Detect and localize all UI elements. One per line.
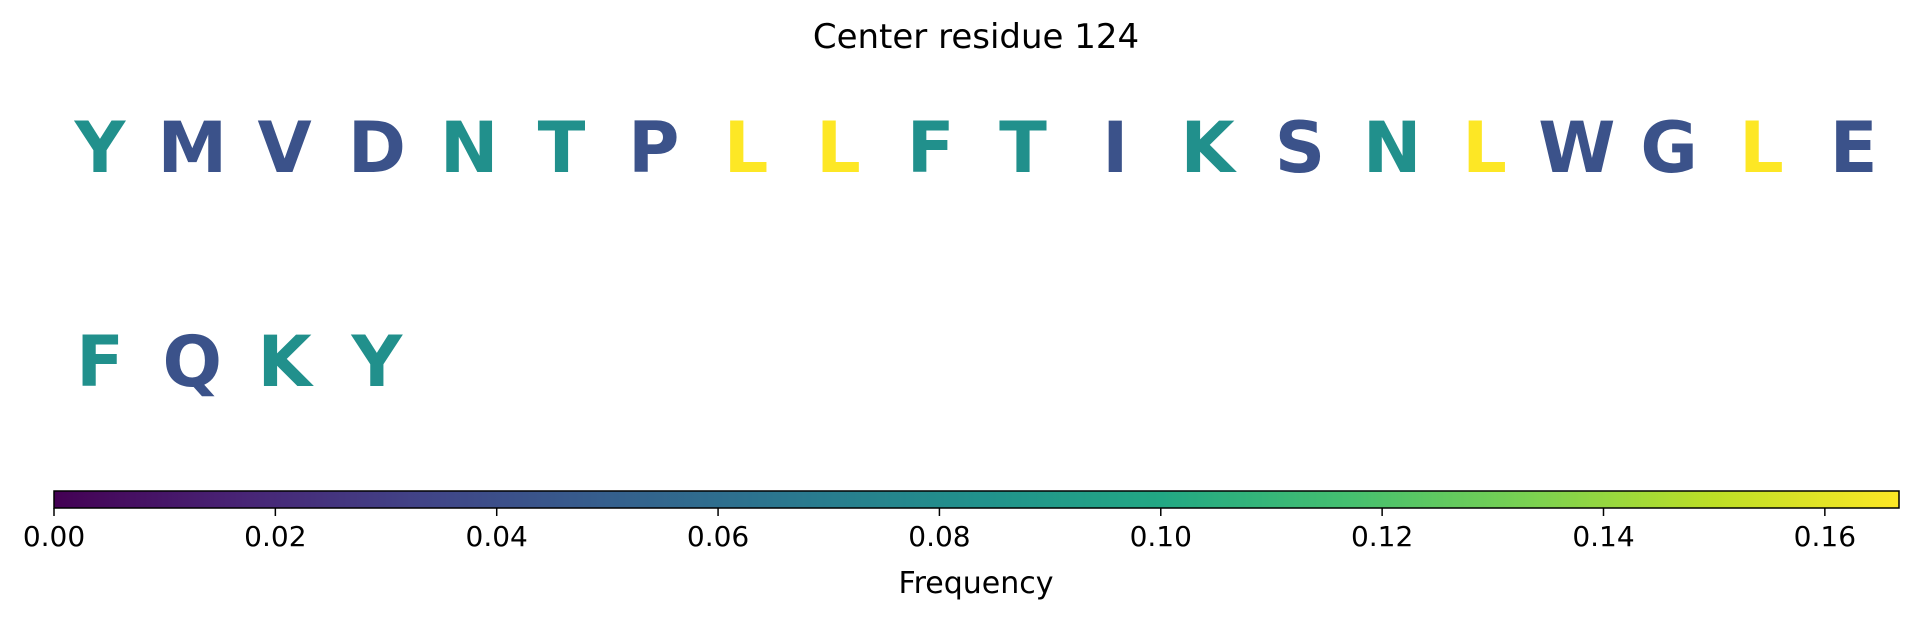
residue-letter: N xyxy=(1363,107,1422,189)
colorbar-tick-label: 0.02 xyxy=(244,520,306,553)
colorbar-tick-label: 0.00 xyxy=(23,520,85,553)
residue-letter: W xyxy=(1538,107,1615,189)
residue-letter: G xyxy=(1640,107,1697,189)
residue-letter: F xyxy=(907,107,955,189)
colorbar-ticks: 0.00 0.02 0.04 0.06 0.08 0.10 0.12 0.14 0.16 xyxy=(23,508,1856,553)
residue-letter: T xyxy=(999,107,1047,189)
residue-letter: L xyxy=(724,107,769,189)
colorbar-tick-label: 0.04 xyxy=(466,520,528,553)
colorbar-tick-label: 0.16 xyxy=(1794,520,1856,553)
residue-letter: V xyxy=(258,107,312,189)
colorbar-tick-label: 0.10 xyxy=(1130,520,1192,553)
residue-letter: L xyxy=(1739,107,1784,189)
residue-letter: N xyxy=(440,107,499,189)
colorbar-tick-label: 0.08 xyxy=(908,520,970,553)
colorbar-tick-label: 0.14 xyxy=(1572,520,1634,553)
residue-letter: L xyxy=(1462,107,1507,189)
colorbar-label: Frequency xyxy=(899,566,1054,601)
residue-letter: D xyxy=(348,107,406,189)
residue-letter: M xyxy=(157,107,227,189)
chart-title: Center residue 124 xyxy=(813,17,1139,57)
residue-letter: Y xyxy=(74,107,127,189)
residue-letter: I xyxy=(1102,107,1128,189)
colorbar-tick-label: 0.12 xyxy=(1351,520,1413,553)
residue-letter: L xyxy=(816,107,861,189)
residue-letter: K xyxy=(257,321,314,403)
residue-letter: E xyxy=(1830,107,1878,189)
residue-letter: Q xyxy=(163,321,223,403)
residue-letter: Y xyxy=(351,321,404,403)
colorbar xyxy=(53,490,1900,509)
residue-letter: S xyxy=(1275,107,1325,189)
residue-letter: K xyxy=(1180,107,1237,189)
colorbar-tick-label: 0.06 xyxy=(687,520,749,553)
residue-letters: Y M V D N T P L L F T I K S N L W G L EF Q K Y xyxy=(74,107,1878,403)
residue-letter: P xyxy=(628,107,679,189)
residue-letter: T xyxy=(538,107,586,189)
residue-letter: F xyxy=(76,321,124,403)
